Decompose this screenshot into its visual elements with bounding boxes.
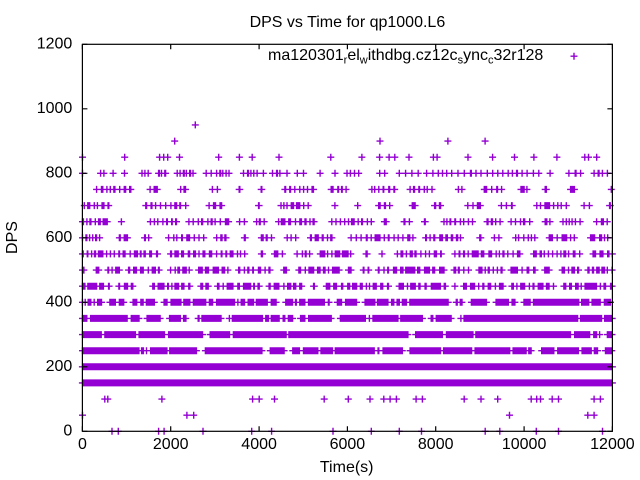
svg-text:0: 0 [78,436,87,453]
svg-text:12000: 12000 [590,436,635,453]
svg-text:0: 0 [63,423,72,440]
svg-text:DPS vs Time for qp1000.L6: DPS vs Time for qp1000.L6 [250,14,446,31]
svg-text:DPS: DPS [4,221,21,254]
svg-text:800: 800 [46,165,73,182]
svg-text:6000: 6000 [330,436,366,453]
svg-text:Time(s): Time(s) [320,459,374,476]
svg-text:2000: 2000 [153,436,189,453]
svg-text:ma120301relwithdbg.cz12csyncc3: ma120301relwithdbg.cz12csyncc32r128 [268,47,543,66]
svg-text:200: 200 [46,358,73,375]
svg-text:4000: 4000 [241,436,277,453]
svg-text:600: 600 [46,229,73,246]
svg-text:1200: 1200 [37,36,73,53]
svg-text:10000: 10000 [502,436,547,453]
svg-text:1000: 1000 [37,100,73,117]
svg-text:400: 400 [46,294,73,311]
svg-text:8000: 8000 [418,436,454,453]
